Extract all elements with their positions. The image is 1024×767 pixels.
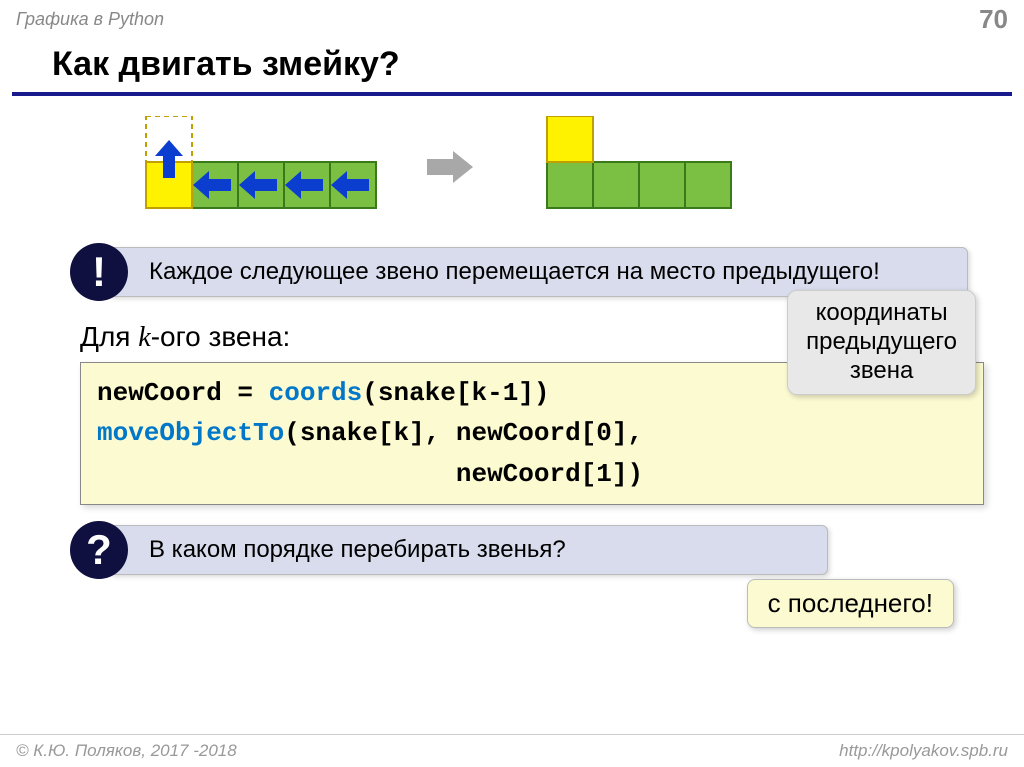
diagram-before [100, 116, 399, 217]
slide-footer: © К.Ю. Поляков, 2017 -2018 http://kpolya… [0, 734, 1024, 767]
tooltip-coords-text: координатыпредыдущегозвена [806, 299, 957, 385]
question-callout: ? В каком порядке перебирать звенья? [70, 521, 984, 579]
answer-balloon: с последнего! [747, 579, 954, 628]
transition-arrow-icon [423, 147, 477, 187]
snake-diagram [0, 96, 1024, 227]
section-label: Графика в Python [16, 9, 164, 30]
footer-url: http://kpolyakov.spb.ru [839, 741, 1008, 761]
copyright: © К.Ю. Поляков, 2017 -2018 [16, 741, 237, 761]
exclamation-icon: ! [70, 243, 128, 301]
diagram-after [501, 116, 754, 217]
tooltip-coords: координатыпредыдущегозвена [787, 290, 976, 394]
question-text: В каком порядке перебирать звенья? [108, 525, 828, 575]
question-icon: ? [70, 521, 128, 579]
page-title: Как двигать змейку? [12, 39, 1012, 96]
page-number: 70 [979, 4, 1008, 35]
slide-header: Графика в Python 70 [0, 0, 1024, 39]
